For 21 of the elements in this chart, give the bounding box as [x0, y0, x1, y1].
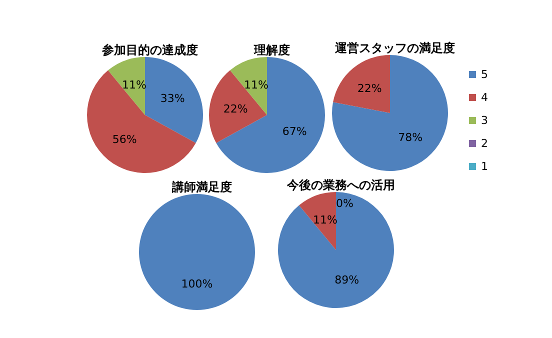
legend-label: 1 [481, 160, 488, 173]
slice-label: 今後の業務への活用 [286, 178, 395, 192]
data-label: 67% [282, 124, 307, 138]
data-label: 22% [357, 82, 382, 95]
data-label: 22% [223, 102, 248, 116]
legend-label: 3 [481, 114, 488, 127]
slice-label: 運営スタッフの満足度 [334, 41, 455, 55]
data-label: 100% [181, 278, 213, 290]
data-label: 33% [160, 92, 185, 106]
legend-label: 2 [481, 137, 488, 150]
data-label: 89% [334, 274, 360, 287]
slice-label: 参加目的の達成度 [101, 43, 198, 57]
slice-label: 理解度 [253, 43, 290, 57]
data-label: 11% [244, 78, 268, 92]
data-label: 56% [112, 133, 137, 146]
text: 0% [336, 197, 354, 210]
legend-label: 5 [481, 68, 488, 81]
data-label: 78% [398, 131, 423, 144]
slice-label: 講師満足度 [171, 180, 232, 194]
legend-label: 4 [481, 91, 488, 104]
data-label: 11% [122, 78, 146, 92]
